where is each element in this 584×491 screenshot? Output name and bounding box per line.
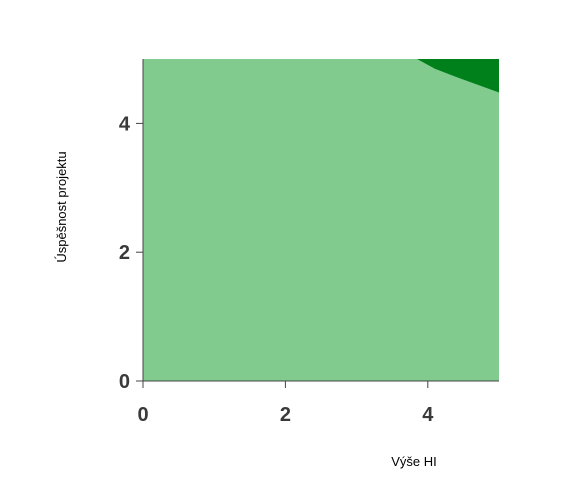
y-tick-label: 0 bbox=[119, 371, 130, 393]
region-high-area bbox=[417, 59, 499, 93]
y-tick-label: 4 bbox=[119, 113, 131, 135]
x-tick-label: 4 bbox=[422, 404, 434, 426]
plot-area bbox=[143, 59, 499, 381]
region-mid-area bbox=[143, 59, 499, 381]
y-axis-label: Úspěšnost projektu bbox=[54, 151, 69, 262]
x-tick-label: 2 bbox=[280, 404, 291, 426]
x-axis: 0 2 4 bbox=[137, 380, 499, 426]
x-axis-label: Výše HI bbox=[391, 454, 437, 469]
x-tick-label: 0 bbox=[137, 404, 148, 426]
y-axis: 0 2 4 bbox=[119, 59, 144, 393]
y-tick-label: 2 bbox=[119, 242, 130, 264]
